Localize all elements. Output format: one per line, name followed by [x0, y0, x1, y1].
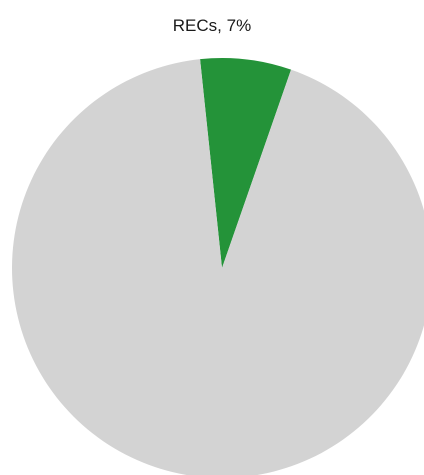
slice-label-recs: RECs, 7% [173, 16, 251, 35]
pie-slices [12, 57, 424, 475]
pie-slice-other [12, 59, 424, 475]
pie-slice-recs [200, 57, 292, 268]
